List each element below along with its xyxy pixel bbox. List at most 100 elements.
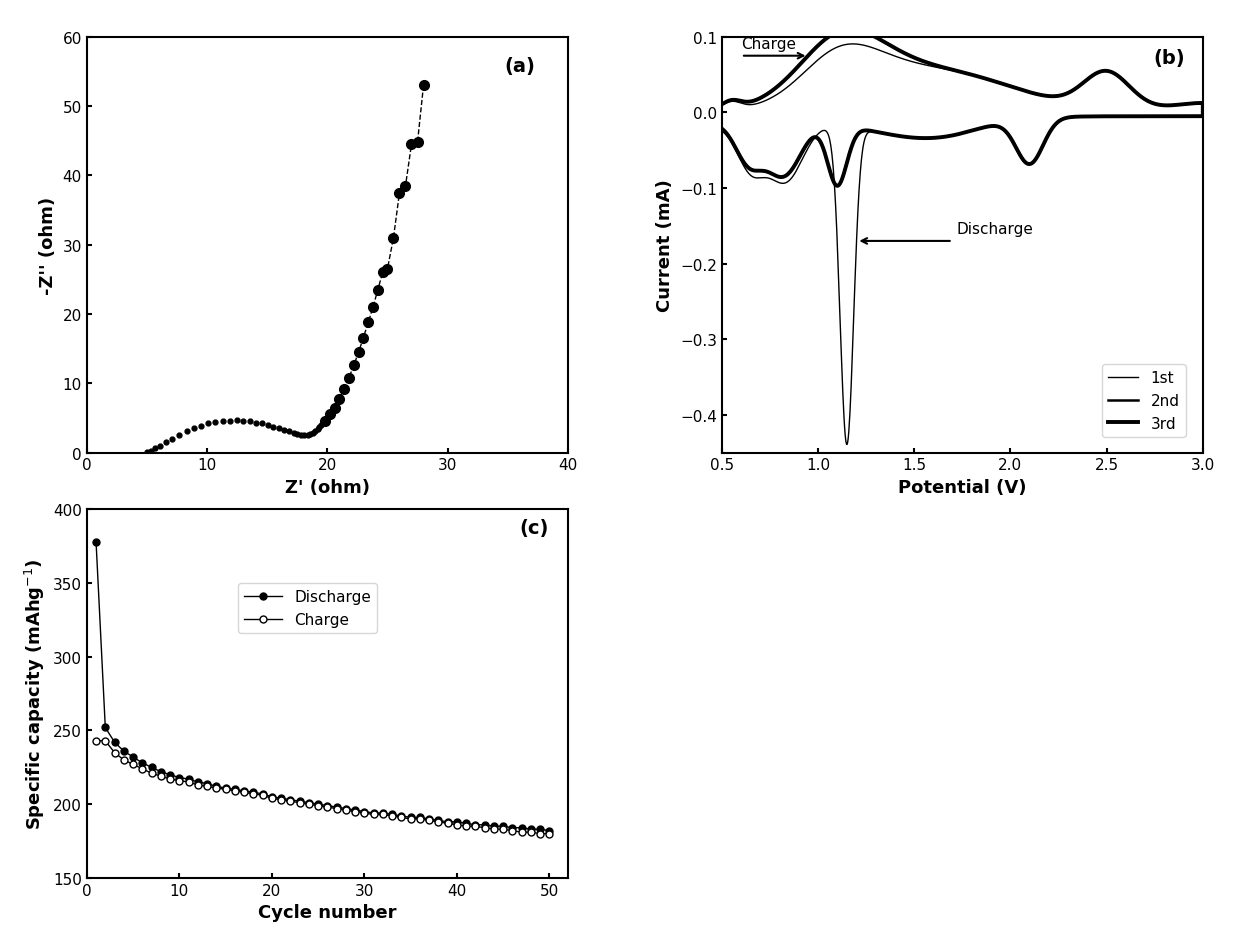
Discharge [200,778,215,789]
Discharge [264,791,279,802]
Charge [376,809,391,820]
Charge [430,817,445,828]
Charge [88,735,103,747]
X-axis label: Potential (V): Potential (V) [898,479,1027,497]
Charge [486,824,501,835]
Charge [403,814,418,825]
Discharge [339,803,353,815]
Discharge [477,819,492,831]
Discharge [403,812,418,823]
Discharge [301,797,316,808]
Charge [357,807,372,818]
Discharge [430,815,445,826]
Discharge [515,822,529,834]
Discharge [496,820,511,832]
Text: (a): (a) [505,58,536,76]
Charge [117,754,131,766]
X-axis label: Cycle number: Cycle number [258,903,397,921]
Charge [449,819,464,831]
Charge [218,784,233,795]
Charge [320,801,335,813]
Discharge [162,769,177,781]
Discharge [366,807,381,818]
Charge [154,770,169,782]
Charge [339,804,353,816]
Discharge [237,785,252,797]
Charge [200,781,215,792]
Y-axis label: Current (mA): Current (mA) [656,179,675,312]
Charge [293,797,308,808]
Legend: 1st, 2nd, 3rd: 1st, 2nd, 3rd [1101,364,1185,437]
Charge [144,767,159,779]
Charge [347,806,362,818]
Discharge [227,784,242,795]
Text: (b): (b) [1153,49,1185,68]
Charge [311,801,326,812]
Discharge [422,814,436,825]
Discharge [542,825,557,836]
Charge [422,815,436,826]
Y-axis label: Specific capacity (mAhg$^{-1}$): Specific capacity (mAhg$^{-1}$) [24,558,47,830]
Discharge [293,796,308,807]
Discharge [449,817,464,828]
Discharge [384,809,399,820]
Charge [384,810,399,821]
Charge [505,825,520,836]
Discharge [533,824,548,835]
Y-axis label: -Z'' (ohm): -Z'' (ohm) [38,196,57,295]
Discharge [98,722,113,733]
Charge [496,824,511,835]
Charge [264,793,279,804]
X-axis label: Z' (ohm): Z' (ohm) [285,479,370,497]
Charge [366,809,381,820]
Discharge [181,773,196,784]
Discharge [191,777,206,788]
Discharge [135,757,150,768]
Discharge [107,736,122,748]
Charge [135,764,150,775]
Charge [237,787,252,799]
Discharge [486,820,501,832]
Discharge [467,819,482,831]
Charge [172,775,187,786]
Charge [477,822,492,834]
Text: (c): (c) [520,518,549,538]
Charge [107,747,122,758]
Charge [246,788,260,800]
Discharge [255,788,270,800]
Charge [440,818,455,829]
Discharge [283,794,298,805]
Charge [523,827,538,838]
Discharge [274,793,289,804]
Charge [413,814,428,825]
Line: Discharge: Discharge [93,539,553,834]
Charge [181,777,196,788]
Charge [255,790,270,801]
Discharge [88,536,103,548]
Discharge [357,806,372,818]
Charge [459,820,474,832]
Charge [283,796,298,807]
Discharge [154,767,169,778]
Discharge [440,817,455,828]
Line: Charge: Charge [93,737,553,837]
Discharge [394,810,409,821]
Charge [125,759,140,770]
Text: Discharge: Discharge [956,222,1033,236]
Charge [98,735,113,747]
Discharge [329,801,343,813]
Discharge [376,807,391,818]
Charge [191,780,206,791]
Discharge [413,812,428,823]
Charge [227,785,242,797]
Discharge [218,783,233,794]
Discharge [246,787,260,799]
Charge [467,820,482,832]
Discharge [459,818,474,829]
Charge [208,783,223,794]
Discharge [311,799,326,810]
Discharge [125,751,140,763]
Charge [274,794,289,805]
Charge [515,827,529,838]
Discharge [523,824,538,835]
